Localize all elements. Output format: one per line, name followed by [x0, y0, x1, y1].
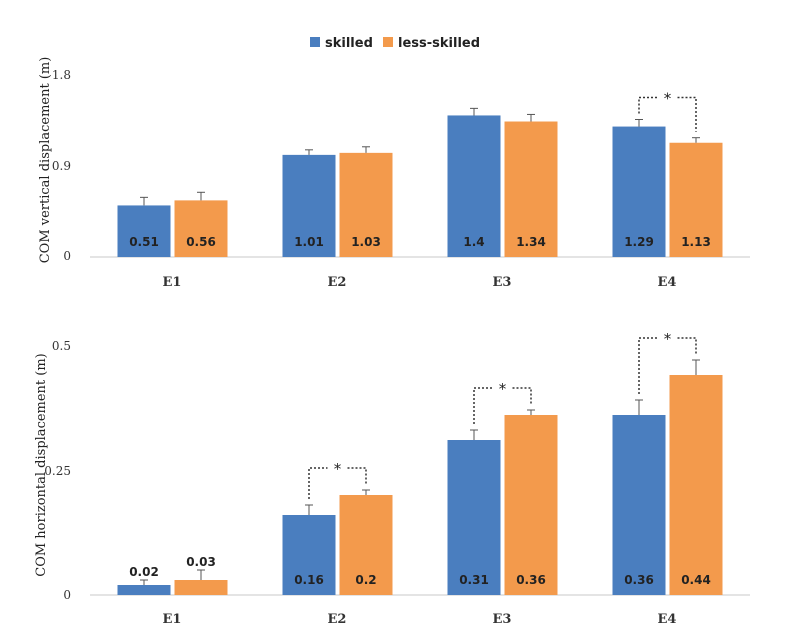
bar-less-skilled-E2	[339, 495, 393, 595]
data-label: 1.01	[294, 235, 324, 249]
legend-label-less-skilled: less-skilled	[398, 36, 480, 51]
bar-less-skilled-E4	[669, 142, 723, 257]
data-label: 0.44	[681, 573, 711, 587]
bar-less-skilled-E1	[174, 580, 228, 595]
significance-marker: *	[664, 89, 672, 107]
x-tick-label: E3	[493, 612, 512, 627]
chart-top: COM vertical displacement (m) 0 0.9 1.8 …	[38, 57, 750, 290]
data-label: 1.4	[463, 235, 484, 249]
legend-label-skilled: skilled	[325, 36, 373, 51]
bar-less-skilled-E2	[339, 152, 393, 257]
x-tick-label: E1	[163, 612, 182, 627]
data-label: 0.03	[186, 555, 216, 569]
x-tick-label: E4	[658, 612, 677, 627]
data-label: 0.36	[624, 573, 654, 587]
y-tick-label: 1.8	[52, 68, 71, 82]
significance-bracket	[308, 467, 367, 499]
data-label: 0.36	[516, 573, 546, 587]
x-tick-label: E2	[328, 612, 347, 627]
data-label: 1.29	[624, 235, 654, 249]
data-label: 1.03	[351, 235, 381, 249]
bar-less-skilled-E4	[669, 375, 723, 595]
bar-less-skilled-E3	[504, 415, 558, 595]
y-tick-label: 0.9	[52, 159, 71, 173]
data-label: 1.13	[681, 235, 711, 249]
data-label: 0.51	[129, 235, 159, 249]
bar-skilled-E2	[282, 515, 336, 595]
x-tick-label: E1	[163, 275, 182, 290]
significance-marker: *	[664, 330, 672, 348]
legend-swatch-skilled	[310, 37, 320, 47]
y-axis-label-top: COM vertical displacement (m)	[38, 57, 53, 264]
significance-marker: *	[334, 460, 342, 478]
y-tick-label: 0	[63, 249, 71, 263]
legend-swatch-less-skilled	[383, 37, 393, 47]
bar-less-skilled-E1	[174, 200, 228, 257]
significance-bracket	[638, 337, 697, 394]
bar-skilled-E4	[612, 415, 666, 595]
chart-bottom: COM horizontal displacement (m) 0 0.25 0…	[34, 330, 750, 627]
bar-skilled-E1	[117, 205, 171, 257]
y-tick-label: 0.25	[44, 464, 71, 478]
bar-skilled-E3	[447, 115, 501, 257]
significance-marker: *	[499, 380, 507, 398]
data-label: 0.16	[294, 573, 324, 587]
x-tick-label: E4	[658, 275, 677, 290]
data-label: 0.02	[129, 565, 159, 579]
y-tick-label: 0	[63, 588, 71, 602]
legend: skilled less-skilled	[310, 36, 480, 51]
x-tick-label: E3	[493, 275, 512, 290]
data-label: 0.2	[355, 573, 376, 587]
significance-bracket	[473, 387, 532, 424]
significance-bracket	[638, 96, 697, 132]
bar-skilled-E3	[447, 440, 501, 595]
bar-skilled-E2	[282, 154, 336, 257]
y-tick-label: 0.5	[52, 339, 71, 353]
data-label: 0.31	[459, 573, 489, 587]
bar-skilled-E1	[117, 585, 171, 595]
bar-skilled-E4	[612, 126, 666, 257]
y-axis-label-bottom: COM horizontal displacement (m)	[34, 353, 49, 577]
x-tick-label: E2	[328, 275, 347, 290]
bar-less-skilled-E3	[504, 121, 558, 257]
data-label: 1.34	[516, 235, 546, 249]
data-label: 0.56	[186, 235, 216, 249]
